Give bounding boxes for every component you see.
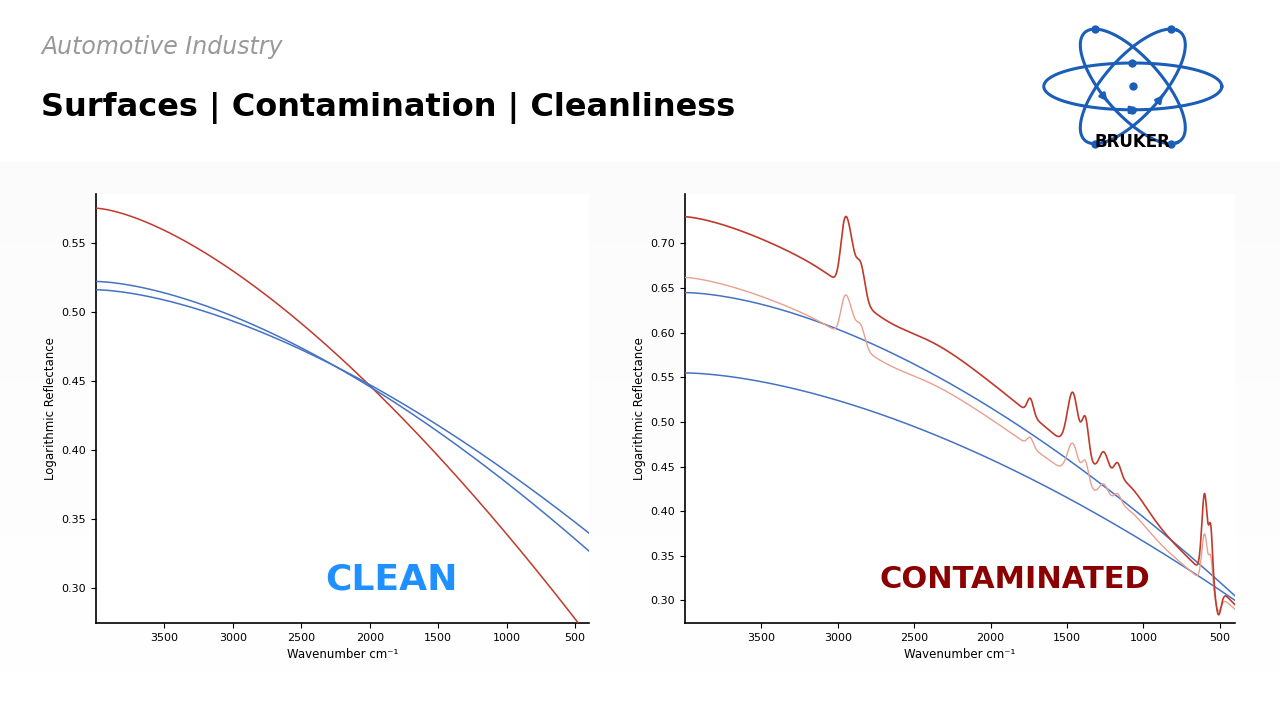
Text: CONTAMINATED: CONTAMINATED [879,565,1151,595]
Y-axis label: Logarithmic Reflectance: Logarithmic Reflectance [45,337,58,480]
Text: BRUKER: BRUKER [1094,133,1171,151]
Text: Surfaces | Contamination | Cleanliness: Surfaces | Contamination | Cleanliness [41,92,735,124]
X-axis label: Wavenumber cm⁻¹: Wavenumber cm⁻¹ [904,648,1016,661]
Y-axis label: Logarithmic Reflectance: Logarithmic Reflectance [634,337,646,480]
Text: Automotive Industry: Automotive Industry [41,35,283,59]
X-axis label: Wavenumber cm⁻¹: Wavenumber cm⁻¹ [287,648,398,661]
Text: CLEAN: CLEAN [325,563,458,597]
